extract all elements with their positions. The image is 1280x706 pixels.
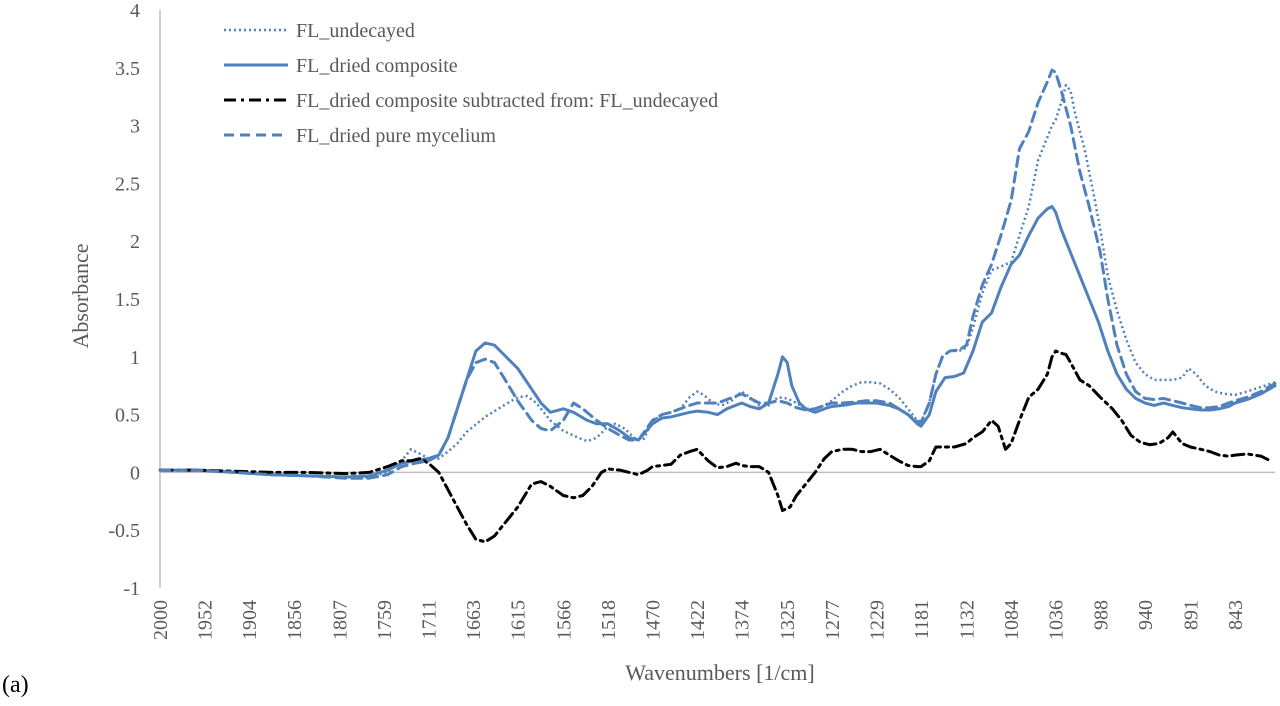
x-tick-label: 988 [1090,600,1112,630]
y-tick-label: -1 [123,578,140,600]
series-line-3 [158,349,1272,544]
y-tick-label: -0.5 [108,520,140,542]
legend-label-4: FL_dried pure mycelium [296,125,496,147]
x-tick-label: 1084 [1001,600,1023,640]
x-tick-label: 1229 [866,600,888,640]
x-tick-label: 2000 [150,600,172,640]
x-tick-label: 891 [1180,600,1202,630]
legend-label-1: FL_undecayed [296,20,415,42]
x-tick-label: 1518 [598,600,620,640]
legend-label-3: FL_dried composite subtracted from: FL_u… [296,90,718,112]
x-tick-label: 1904 [239,600,261,640]
y-tick-label: 1.5 [115,289,140,311]
x-axis-title: Wavenumbers [1/cm] [625,660,814,685]
x-tick-label: 1422 [687,600,709,640]
y-tick-label: 3.5 [115,58,140,80]
y-tick-label: 3 [130,116,140,138]
y-tick-label: 4 [130,0,140,22]
x-tick-label: 1711 [419,600,441,639]
x-tick-label: 1807 [329,600,351,640]
x-tick-label: 1470 [642,600,664,640]
x-tick-label: 1277 [822,600,844,640]
x-tick-label: 1856 [284,600,306,640]
x-tick-label: 1181 [911,600,933,639]
legend: FL_undecayed FL_dried composite FL_dried c… [224,20,718,147]
y-tick-label: 2.5 [115,173,140,195]
x-axis-ticks: 2000 1952 1904 1856 1807 1759 1711 1663 1615 1566… [150,600,1247,640]
series-line-4 [158,68,1277,480]
x-tick-label: 1036 [1046,600,1068,640]
y-tick-label: 0 [130,462,140,484]
y-tick-label: 0.5 [115,405,140,427]
series-layer [158,68,1277,544]
y-axis-title: Absorbance [68,243,93,348]
panel-label: (a) [2,672,29,698]
x-tick-label: 1132 [957,600,979,639]
x-tick-label: 1325 [777,600,799,640]
legend-label-2: FL_dried composite [296,55,458,77]
x-tick-label: 1759 [374,600,396,640]
x-tick-label: 1952 [195,600,217,640]
x-tick-label: 1566 [553,600,575,640]
x-tick-label: 1615 [508,600,530,640]
y-tick-label: 2 [130,231,140,253]
y-tick-label: 1 [130,347,140,369]
series-line-2 [158,205,1277,479]
y-axis-ticks: -1 -0.5 0 0.5 1 1.5 2 2.5 3 3.5 4 [108,0,140,600]
x-tick-label: 843 [1225,600,1247,630]
x-tick-label: 1374 [732,600,754,640]
x-tick-label: 940 [1135,600,1157,630]
x-tick-label: 1663 [463,600,485,640]
